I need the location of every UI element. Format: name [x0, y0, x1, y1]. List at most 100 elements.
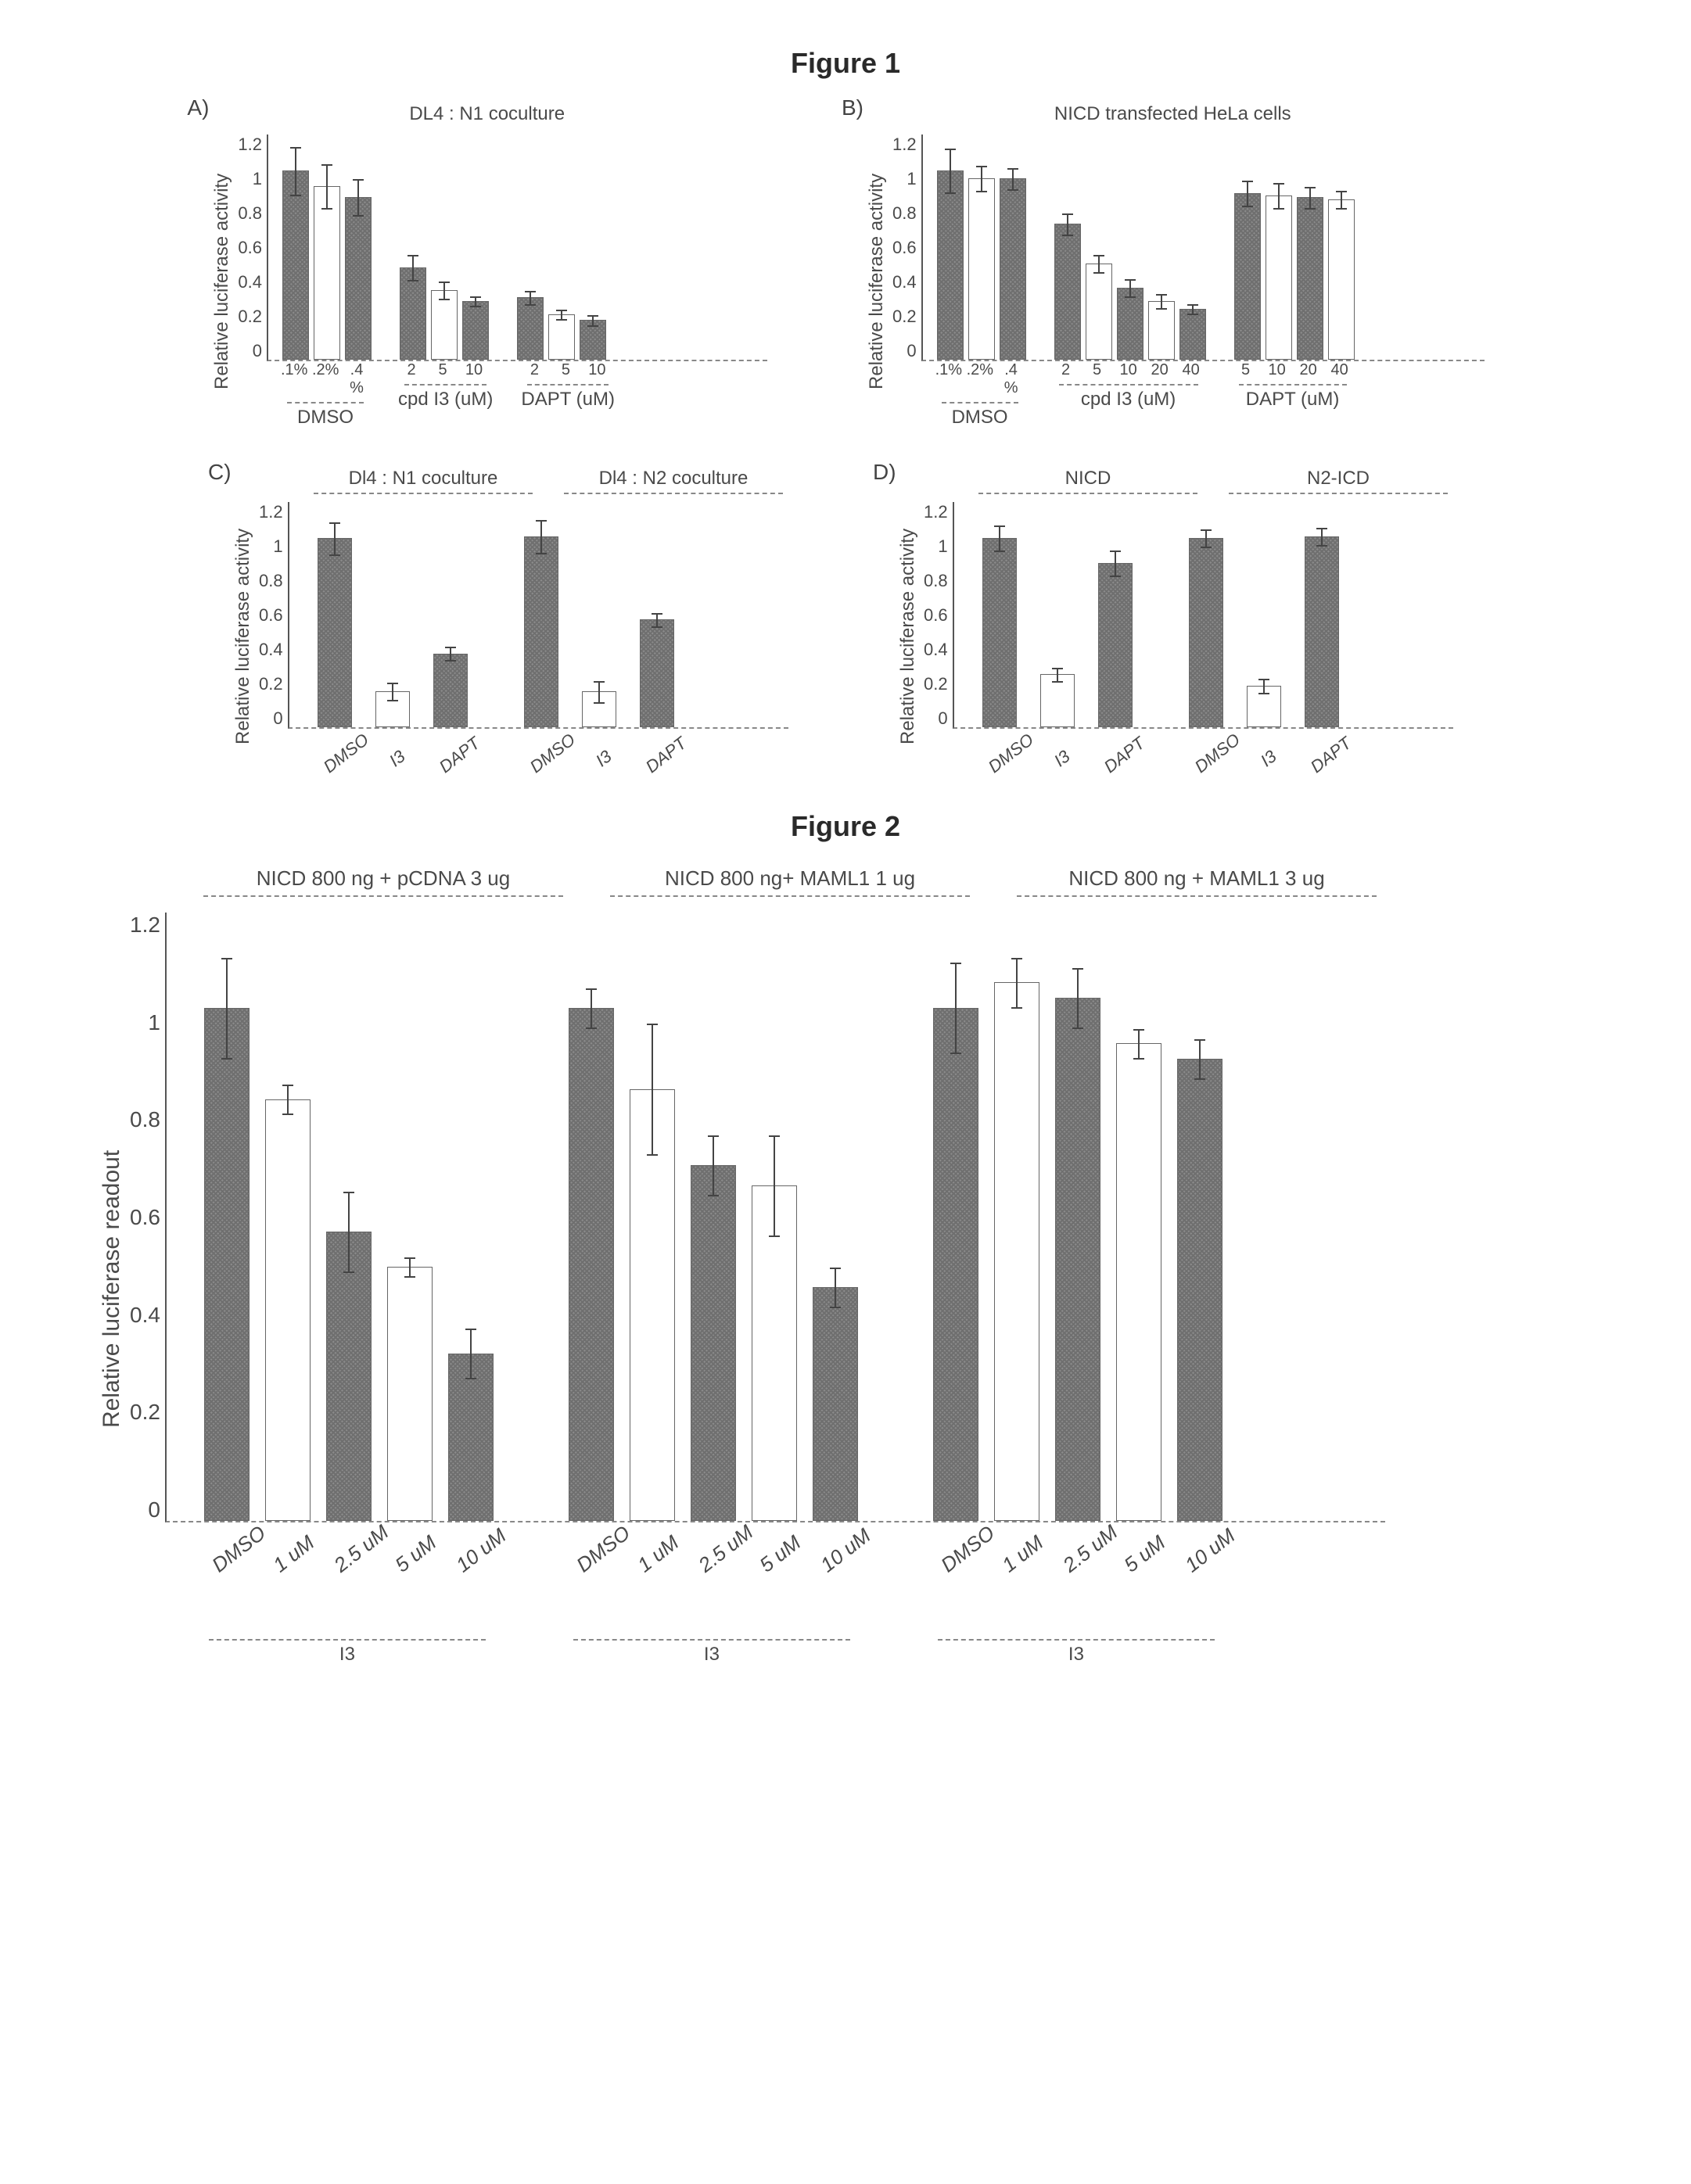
x-tick: .2%	[312, 361, 339, 397]
error-bar	[475, 296, 476, 308]
chart-bar	[1055, 998, 1100, 1522]
chart-bar	[1328, 199, 1355, 360]
error-bar	[226, 958, 228, 1060]
chart-bar	[630, 1089, 675, 1522]
y-tick: 1.2	[130, 913, 160, 938]
chart-bar	[1000, 178, 1026, 360]
y-tick: 1	[273, 536, 282, 557]
plot-area	[921, 134, 1485, 361]
error-bar	[1098, 255, 1100, 274]
error-bar	[999, 525, 1000, 552]
y-tick: 0.2	[259, 674, 283, 694]
chart-bar	[345, 197, 372, 360]
y-tick: 1	[253, 169, 262, 189]
subgroup-label: N2-ICD	[1213, 468, 1463, 490]
error-bar	[1161, 294, 1162, 309]
chart-bar	[1116, 1043, 1161, 1521]
y-tick: 0.8	[892, 203, 917, 224]
error-bar	[412, 255, 414, 282]
x-tick: DMSO	[319, 740, 359, 777]
y-tick: 0.4	[259, 640, 283, 660]
figure1-row1: A)DL4 : N1 cocultureRelative luciferase …	[94, 103, 1597, 429]
x-tick: 5	[1233, 361, 1259, 379]
chart-bar	[1247, 686, 1281, 727]
y-tick: 0.8	[130, 1107, 160, 1132]
y-tick: 0	[148, 1497, 160, 1522]
y-axis-label: Relative luciferase activity	[892, 502, 924, 771]
group-label: cpd I3 (uM)	[1053, 389, 1205, 411]
chart-bar	[1234, 193, 1261, 360]
error-bar	[561, 310, 562, 321]
group-underline	[287, 402, 364, 403]
subtitle-underline	[203, 895, 563, 897]
y-tick: 0.8	[924, 571, 948, 591]
plot-area	[165, 913, 1385, 1522]
group-label: I3	[567, 1644, 856, 1666]
y-tick: 0.4	[924, 640, 948, 660]
plot-area	[267, 134, 767, 361]
chart-bar	[813, 1287, 858, 1521]
group-label: DMSO	[935, 407, 1025, 429]
chart-bar	[265, 1099, 311, 1522]
y-tick: 0.6	[130, 1205, 160, 1230]
error-bar	[774, 1135, 775, 1237]
panel-b: B)NICD transfected HeLa cellsRelative lu…	[861, 103, 1485, 429]
group-underline	[404, 384, 486, 386]
x-tick: DMSO	[1190, 740, 1230, 777]
chart-bar	[580, 320, 606, 360]
y-tick: 0	[273, 708, 282, 729]
panel-a: A)DL4 : N1 cocultureRelative luciferase …	[206, 103, 767, 429]
error-bar	[592, 315, 594, 327]
y-tick: 0.4	[892, 272, 917, 292]
y-tick: 0.2	[238, 307, 262, 327]
chart-title: DL4 : N1 coculture	[206, 103, 767, 125]
bar-group	[1234, 193, 1355, 360]
panel-c: C)Dl4 : N1 cocultureDl4 : N2 cocultureRe…	[228, 468, 799, 771]
error-bar	[540, 520, 542, 554]
group-underline	[527, 384, 609, 386]
error-bar	[1016, 958, 1018, 1009]
chart-bar	[937, 170, 964, 360]
y-tick: 0	[907, 341, 916, 361]
chart-bar	[933, 1008, 978, 1522]
error-bar	[1263, 679, 1265, 694]
chart-bar	[569, 1008, 614, 1522]
y-tick: 0.2	[924, 674, 948, 694]
error-bar	[1057, 668, 1058, 683]
x-tick: .4 %	[343, 361, 370, 397]
y-tick: 0.8	[238, 203, 262, 224]
chart-bar	[1305, 536, 1339, 727]
chart-bar	[318, 538, 352, 727]
x-tick: 5	[552, 361, 579, 379]
group-underline	[938, 1639, 1215, 1641]
error-bar	[443, 282, 445, 300]
error-bar	[591, 988, 592, 1029]
x-tick: I3	[1248, 740, 1288, 777]
x-tick: 10	[1115, 361, 1142, 379]
x-tick: 40	[1327, 361, 1353, 379]
error-bar	[1205, 529, 1207, 548]
chart-bar	[994, 982, 1039, 1521]
error-bar	[392, 683, 393, 701]
chart-bar	[433, 654, 468, 727]
panel-letter: B)	[842, 95, 863, 120]
chart-bar	[982, 538, 1017, 727]
subgroup-underline	[1229, 493, 1448, 494]
group-label: DMSO	[281, 407, 370, 429]
y-tick: 1.2	[259, 502, 283, 522]
chart-bar	[1117, 288, 1143, 360]
bar-group	[517, 297, 606, 360]
error-bar	[1199, 1039, 1201, 1080]
error-bar	[1309, 187, 1311, 210]
subgroup-label: NICD	[963, 468, 1213, 490]
x-tick: DMSO	[984, 740, 1024, 777]
error-bar	[1067, 213, 1068, 236]
bar-group	[982, 538, 1133, 727]
x-tick: 20	[1295, 361, 1322, 379]
chart-bar	[1189, 538, 1223, 727]
group-underline	[573, 1639, 850, 1641]
chart-bar	[400, 267, 426, 360]
figure1-title: Figure 1	[94, 47, 1597, 80]
subgroup-underline	[978, 493, 1197, 494]
y-tick: 1	[907, 169, 916, 189]
